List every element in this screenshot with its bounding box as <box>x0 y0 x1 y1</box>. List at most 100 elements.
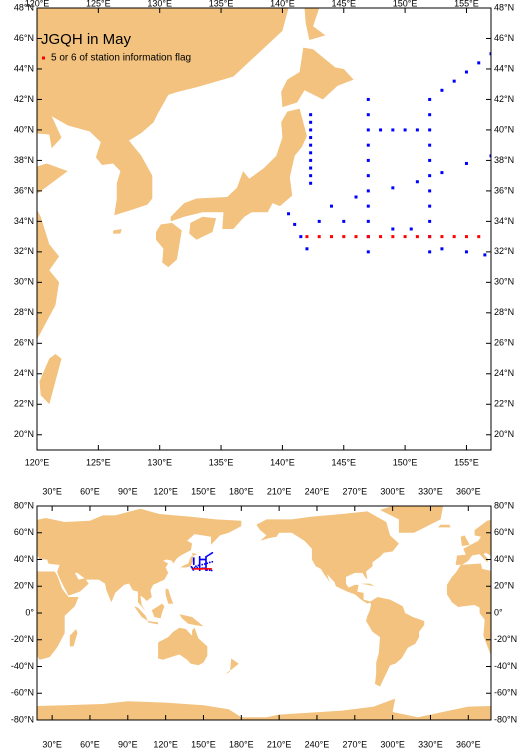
station-point <box>205 569 207 571</box>
y-tick-label-left: 44°N <box>14 63 34 73</box>
x-tick-label-bottom: 270°E <box>342 739 367 749</box>
x-tick-label-top: 270°E <box>342 486 367 496</box>
y-tick-label-left: -20°N <box>11 634 34 644</box>
station-point <box>195 565 197 567</box>
station-point <box>193 568 196 570</box>
station-point <box>196 568 198 570</box>
station-point <box>391 186 395 190</box>
station-point <box>366 158 370 162</box>
station-point <box>366 174 370 178</box>
land-layer <box>37 8 354 405</box>
x-tick-label-bottom: 60°E <box>80 739 100 749</box>
station-point <box>354 235 358 239</box>
y-tick-label-left: 24°N <box>14 368 34 378</box>
station-point <box>477 235 481 239</box>
station-point <box>205 566 207 569</box>
station-point <box>203 563 206 565</box>
station-point <box>305 235 309 239</box>
station-point <box>205 565 207 567</box>
land-layer <box>37 506 529 720</box>
station-point <box>198 569 201 571</box>
station-point <box>342 235 346 239</box>
y-tick-label-left: -60°N <box>11 688 34 698</box>
station-point <box>198 566 201 569</box>
y-tick-label-right: 44°N <box>494 63 514 73</box>
y-tick-label-right: -80°N <box>494 714 517 724</box>
y-tick-label-right: 26°N <box>494 338 514 348</box>
land <box>524 629 529 646</box>
x-tick-label-bottom: 135°E <box>209 457 234 467</box>
station-point <box>366 128 370 132</box>
station-point <box>206 568 209 570</box>
station-point <box>309 181 313 185</box>
station-point <box>489 52 491 56</box>
station-point <box>198 556 201 558</box>
station-point <box>391 235 395 239</box>
land <box>39 354 62 405</box>
station-point <box>464 70 468 74</box>
y-tick-label-left: 30°N <box>14 277 34 287</box>
station-point <box>440 247 444 251</box>
y-tick-label-right: 22°N <box>494 399 514 409</box>
y-tick-label-left: 22°N <box>14 399 34 409</box>
y-tick-label-right: -40°N <box>494 661 517 671</box>
station-point <box>366 189 370 193</box>
station-point <box>203 558 206 561</box>
x-tick-label-top: 60°E <box>80 486 100 496</box>
y-tick-label-left: 20°N <box>14 429 34 439</box>
station-point <box>415 235 419 239</box>
x-tick-label-bottom: 240°E <box>305 739 330 749</box>
station-point <box>192 557 195 559</box>
x-tick-label-top: 30°E <box>42 486 62 496</box>
station-point <box>198 557 201 559</box>
x-tick-label-top: 150°E <box>191 486 216 496</box>
station-point <box>210 569 213 572</box>
y-tick-label-right: 32°N <box>494 246 514 256</box>
station-point <box>198 561 201 563</box>
y-tick-label-left: 20°N <box>14 581 34 591</box>
y-tick-label-right: 40°N <box>494 554 514 564</box>
station-point <box>409 227 413 231</box>
y-tick-label-left: 34°N <box>14 216 34 226</box>
station-point <box>210 552 212 555</box>
station-point <box>379 128 383 132</box>
y-tick-label-left: 36°N <box>14 185 34 195</box>
station-point <box>198 568 201 570</box>
land <box>361 583 375 587</box>
y-tick-label-right: 36°N <box>494 185 514 195</box>
station-point <box>205 568 207 570</box>
station-point <box>198 560 201 562</box>
x-tick-label-bottom: 90°E <box>118 739 138 749</box>
station-point <box>309 151 313 155</box>
y-tick-label-left: -40°N <box>11 661 34 671</box>
station-point <box>192 569 195 571</box>
land <box>438 524 451 528</box>
station-point <box>403 128 407 132</box>
x-tick-label-top: 125°E <box>86 0 111 8</box>
station-point <box>201 558 204 561</box>
station-point <box>403 235 407 239</box>
y-tick-label-left: 80°N <box>14 500 34 510</box>
station-point <box>428 97 432 101</box>
station-point <box>309 128 313 132</box>
x-tick-label-top: 300°E <box>380 486 405 496</box>
station-point <box>200 558 202 561</box>
station-point <box>428 143 432 147</box>
land <box>158 627 208 666</box>
y-tick-label-left: 38°N <box>14 155 34 165</box>
station-point <box>428 158 432 162</box>
y-tick-label-left: 60°N <box>14 527 34 537</box>
station-point <box>207 554 210 557</box>
station-point <box>477 61 481 65</box>
land <box>189 216 217 240</box>
station-point <box>329 235 333 239</box>
land <box>37 701 242 720</box>
station-point <box>317 219 321 223</box>
x-tick-label-top: 90°E <box>118 486 138 496</box>
x-tick-label-bottom: 120°E <box>153 739 178 749</box>
station-point <box>428 235 432 239</box>
x-tick-label-top: 130°E <box>147 0 172 8</box>
y-tick-label-right: 38°N <box>494 155 514 165</box>
station-point <box>198 562 201 565</box>
land <box>165 588 174 604</box>
